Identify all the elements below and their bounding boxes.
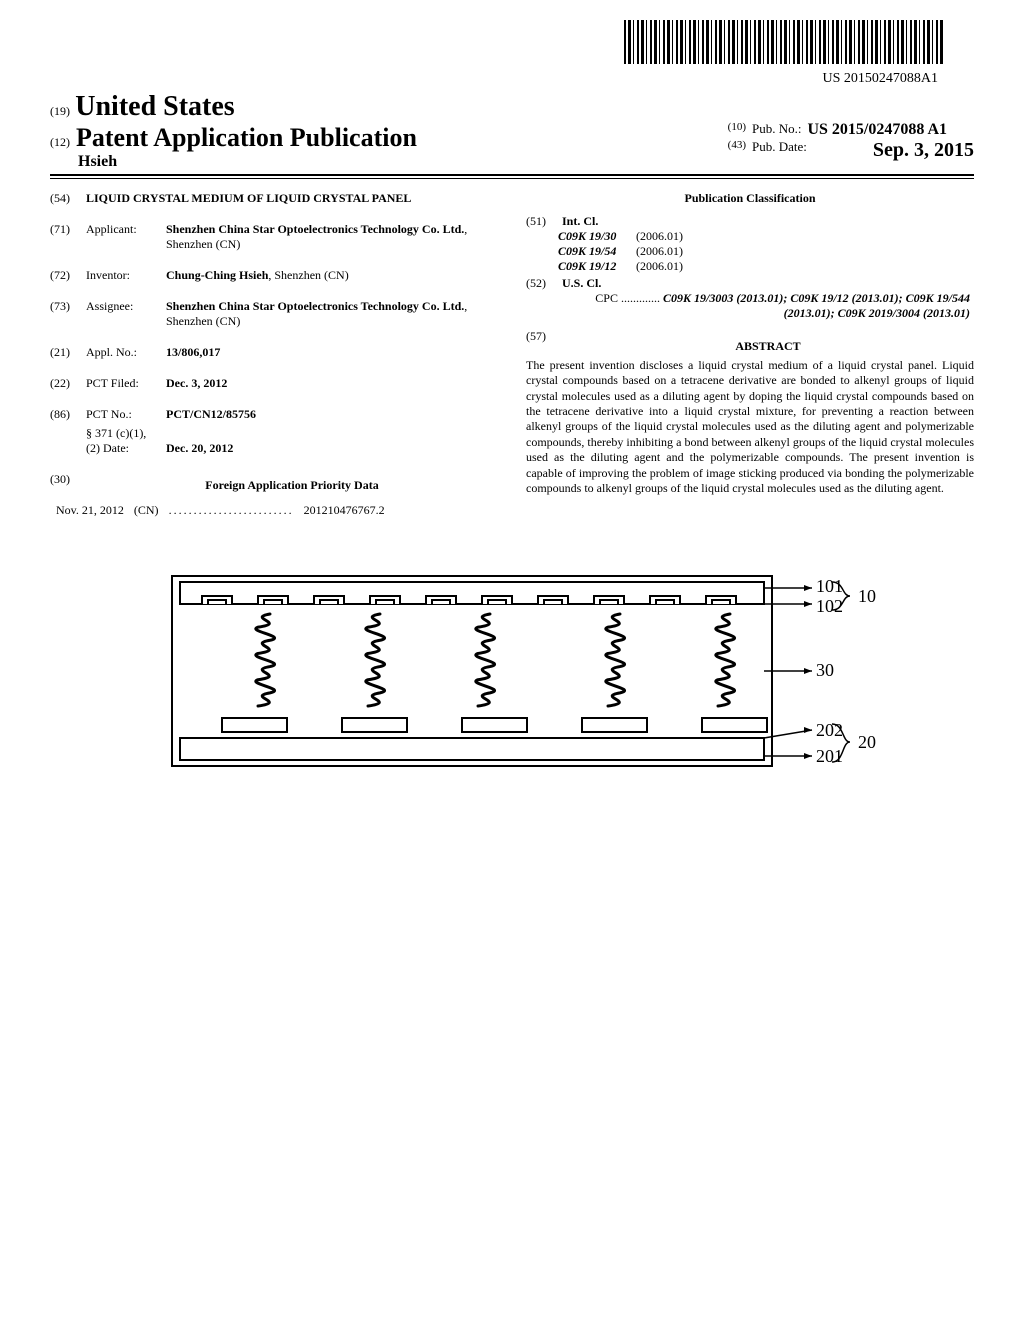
right-column: Publication Classification (51) Int. Cl.… bbox=[526, 191, 974, 518]
label-pctfiled: PCT Filed: bbox=[86, 376, 166, 391]
header-rule bbox=[50, 178, 974, 179]
abstract-body: The present invention discloses a liquid… bbox=[526, 358, 974, 496]
callout-10: 10 bbox=[858, 586, 876, 606]
cpc-lead: CPC ............. bbox=[595, 291, 660, 305]
appl-no: 13/806,017 bbox=[166, 345, 220, 359]
publication-kind: Patent Application Publication bbox=[76, 123, 417, 153]
code-22: (22) bbox=[50, 376, 86, 391]
field-86-s371a: § 371 (c)(1), bbox=[50, 426, 498, 441]
fapd-title: Foreign Application Priority Data bbox=[86, 478, 498, 493]
priority-cc: (CN) bbox=[134, 503, 159, 518]
inventor-name: Chung-Ching Hsieh bbox=[166, 268, 268, 282]
intcl-row-0: C09K 19/30 (2006.01) bbox=[526, 229, 974, 244]
barcode-label: US 20150247088A1 bbox=[50, 71, 938, 87]
barcode-graphic bbox=[624, 20, 944, 64]
priority-date: Nov. 21, 2012 bbox=[56, 503, 124, 518]
pub-classification-title: Publication Classification bbox=[526, 191, 974, 206]
label-applicant: Applicant: bbox=[86, 222, 166, 252]
code-72: (72) bbox=[50, 268, 86, 283]
code-12: (12) bbox=[50, 135, 70, 150]
assignee-name: Shenzhen China Star Optoelectronics Tech… bbox=[166, 299, 464, 313]
field-21: (21) Appl. No.: 13/806,017 bbox=[50, 345, 498, 360]
s371-line1: § 371 (c)(1), bbox=[86, 426, 166, 441]
field-73: (73) Assignee: Shenzhen China Star Optoe… bbox=[50, 299, 498, 329]
callout-201: 201 bbox=[816, 746, 843, 766]
label-assignee: Assignee: bbox=[86, 299, 166, 329]
field-22: (22) PCT Filed: Dec. 3, 2012 bbox=[50, 376, 498, 391]
country-title: United States bbox=[75, 91, 234, 122]
applicant-name: Shenzhen China Star Optoelectronics Tech… bbox=[166, 222, 464, 236]
label-pctno: PCT No.: bbox=[86, 407, 166, 422]
abstract-title: ABSTRACT bbox=[562, 339, 974, 354]
code-73: (73) bbox=[50, 299, 86, 329]
label-inventor: Inventor: bbox=[86, 268, 166, 283]
field-86-s371b: (2) Date: Dec. 20, 2012 bbox=[50, 441, 498, 456]
intcl-ver-0: (2006.01) bbox=[636, 229, 756, 244]
field-86: (86) PCT No.: PCT/CN12/85756 bbox=[50, 407, 498, 422]
field-54: (54) LIQUID CRYSTAL MEDIUM OF LIQUID CRY… bbox=[50, 191, 498, 206]
code-10: (10) bbox=[728, 121, 746, 139]
pct-no: PCT/CN12/85756 bbox=[166, 407, 256, 421]
figure-wrap: 101 102 10 30 202 201 20 bbox=[50, 556, 974, 816]
callout-20: 20 bbox=[858, 732, 876, 752]
field-71: (71) Applicant: Shenzhen China Star Opto… bbox=[50, 222, 498, 252]
code-30: (30) bbox=[50, 472, 86, 503]
code-43: (43) bbox=[728, 139, 746, 162]
barcode-area: US 20150247088A1 bbox=[50, 20, 974, 87]
code-19: (19) bbox=[50, 104, 70, 118]
pub-date-label: Pub. Date: bbox=[752, 139, 807, 162]
intcl-ver-2: (2006.01) bbox=[636, 259, 756, 274]
bibliographic-columns: (54) LIQUID CRYSTAL MEDIUM OF LIQUID CRY… bbox=[50, 191, 974, 518]
priority-dots: ......................... bbox=[169, 503, 294, 518]
code-52: (52) bbox=[526, 276, 562, 291]
intcl-class-2: C09K 19/12 bbox=[526, 259, 636, 274]
code-71: (71) bbox=[50, 222, 86, 252]
invention-title: LIQUID CRYSTAL MEDIUM OF LIQUID CRYSTAL … bbox=[86, 191, 498, 206]
intcl-class-1: C09K 19/54 bbox=[526, 244, 636, 259]
cpc-block: CPC ............. C09K 19/3003 (2013.01)… bbox=[526, 291, 974, 321]
pub-date-value: Sep. 3, 2015 bbox=[873, 139, 974, 162]
callout-30: 30 bbox=[816, 660, 834, 680]
inventor-loc: , Shenzhen (CN) bbox=[268, 268, 348, 282]
label-uscl: U.S. Cl. bbox=[562, 276, 601, 290]
author-name: Hsieh bbox=[78, 153, 117, 170]
left-column: (54) LIQUID CRYSTAL MEDIUM OF LIQUID CRY… bbox=[50, 191, 498, 518]
label-applno: Appl. No.: bbox=[86, 345, 166, 360]
intcl-row-2: C09K 19/12 (2006.01) bbox=[526, 259, 974, 274]
code-51: (51) bbox=[526, 214, 562, 229]
code-54: (54) bbox=[50, 191, 86, 206]
code-21: (21) bbox=[50, 345, 86, 360]
callout-202: 202 bbox=[816, 720, 843, 740]
cpc-codes: C09K 19/3003 (2013.01); C09K 19/12 (2013… bbox=[663, 291, 970, 320]
pub-no-label: Pub. No.: bbox=[752, 121, 801, 139]
code-86: (86) bbox=[50, 407, 86, 422]
callout-101: 101 bbox=[816, 576, 843, 596]
callout-102: 102 bbox=[816, 596, 843, 616]
code-57: (57) bbox=[526, 329, 562, 358]
s371-date: Dec. 20, 2012 bbox=[166, 441, 233, 455]
field-72: (72) Inventor: Chung-Ching Hsieh, Shenzh… bbox=[50, 268, 498, 283]
label-intcl: Int. Cl. bbox=[562, 214, 598, 228]
field-30: (30) Foreign Application Priority Data N… bbox=[50, 472, 498, 518]
priority-number: 201210476767.2 bbox=[304, 503, 385, 518]
patent-figure: 101 102 10 30 202 201 20 bbox=[132, 556, 892, 816]
patent-header: (19) United States (12) Patent Applicati… bbox=[50, 91, 974, 179]
intcl-ver-1: (2006.01) bbox=[636, 244, 756, 259]
intcl-row-1: C09K 19/54 (2006.01) bbox=[526, 244, 974, 259]
s371-line2-label: (2) Date: bbox=[86, 441, 166, 456]
pct-filed: Dec. 3, 2012 bbox=[166, 376, 227, 390]
intcl-class-0: C09K 19/30 bbox=[526, 229, 636, 244]
pub-no-value: US 2015/0247088 A1 bbox=[807, 121, 947, 139]
